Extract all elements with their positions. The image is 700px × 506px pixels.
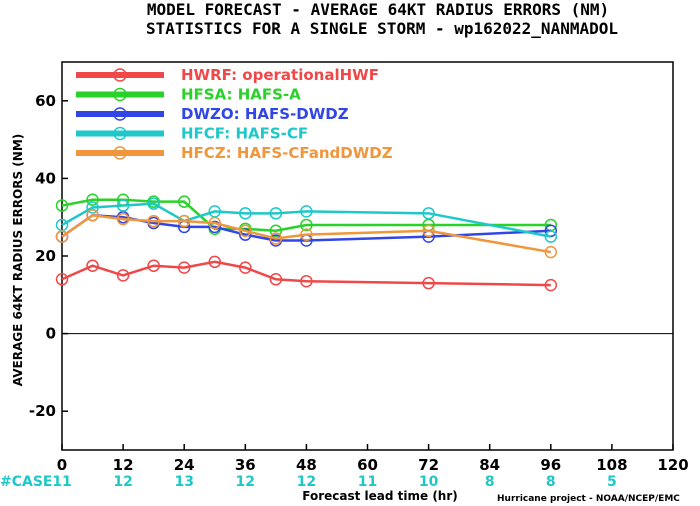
case-count: 11 bbox=[358, 474, 377, 490]
data-point bbox=[300, 205, 313, 218]
data-point bbox=[208, 220, 221, 234]
data-point bbox=[300, 274, 313, 288]
data-point bbox=[147, 214, 160, 228]
case-count: 13 bbox=[174, 474, 193, 490]
data-point bbox=[177, 195, 191, 208]
case-count: 12 bbox=[236, 474, 255, 490]
chart-title-line1: MODEL FORECAST - AVERAGE 64KT RADIUS ERR… bbox=[147, 0, 609, 19]
series-line bbox=[61, 202, 552, 238]
x-tick-label: 108 bbox=[596, 456, 627, 474]
x-tick-label: 84 bbox=[479, 456, 500, 474]
x-tick-label: 36 bbox=[235, 456, 256, 474]
case-count: 12 bbox=[113, 474, 132, 490]
data-point bbox=[422, 276, 435, 290]
y-tick-label: 0 bbox=[46, 325, 56, 343]
x-tick-label: 60 bbox=[357, 456, 378, 474]
case-count: 10 bbox=[419, 474, 439, 490]
case-count: 11 bbox=[52, 474, 71, 490]
data-point bbox=[147, 259, 160, 272]
series-line bbox=[61, 213, 551, 242]
data-point bbox=[422, 207, 435, 220]
y-tick-label: 20 bbox=[35, 247, 56, 265]
data-point bbox=[239, 207, 252, 220]
legend-marker bbox=[113, 107, 127, 121]
data-point bbox=[544, 230, 558, 243]
x-tick-label: 120 bbox=[657, 456, 688, 474]
x-axis-label: Forecast lead time (hr) bbox=[302, 489, 458, 503]
data-point bbox=[86, 201, 99, 214]
data-point bbox=[422, 224, 435, 238]
case-count: 8 bbox=[485, 474, 495, 490]
data-point bbox=[116, 199, 130, 212]
data-point bbox=[208, 255, 221, 269]
data-point bbox=[86, 209, 99, 222]
data-point bbox=[544, 245, 558, 259]
y-axis-label: AVERAGE 64KT RADIUS ERRORS (NM) bbox=[11, 134, 25, 386]
data-point bbox=[55, 230, 69, 243]
x-tick-label: 96 bbox=[540, 456, 561, 474]
legend-marker bbox=[113, 87, 127, 102]
plot-frame bbox=[61, 61, 674, 451]
data-point bbox=[269, 224, 283, 238]
case-count: 5 bbox=[607, 474, 617, 490]
data-point bbox=[269, 207, 283, 220]
case-label: #CASE bbox=[0, 474, 53, 490]
y-tick-label: 60 bbox=[35, 92, 56, 110]
x-tick-label: 0 bbox=[57, 456, 67, 474]
data-point bbox=[300, 218, 313, 232]
data-point bbox=[55, 199, 69, 212]
data-point bbox=[300, 228, 313, 241]
series-line bbox=[61, 213, 552, 254]
data-point bbox=[55, 273, 69, 286]
legend-label: HFCZ: HAFS-CFandDWDZ bbox=[181, 144, 393, 162]
y-tick-label: -20 bbox=[29, 402, 56, 420]
x-tick-label: 24 bbox=[174, 456, 195, 474]
data-point bbox=[147, 197, 160, 210]
data-point bbox=[177, 261, 191, 274]
series-layer bbox=[55, 193, 558, 292]
data-point bbox=[239, 261, 252, 274]
data-point bbox=[208, 216, 221, 230]
credit-text: Hurricane project - NOAA/NCEP/EMC bbox=[497, 494, 680, 504]
data-point bbox=[116, 212, 130, 226]
data-point bbox=[269, 232, 283, 245]
case-count: 12 bbox=[297, 474, 316, 490]
x-tick-label: 48 bbox=[296, 456, 317, 474]
series-line bbox=[61, 260, 551, 287]
data-point bbox=[544, 278, 558, 292]
legend-marker bbox=[113, 146, 127, 160]
legend-label: DWZO: HAFS-DWDZ bbox=[181, 105, 349, 123]
data-point bbox=[86, 259, 99, 272]
legend-label: HFCF: HAFS-CF bbox=[181, 125, 308, 143]
case-count: 8 bbox=[546, 474, 556, 490]
legend-marker bbox=[113, 68, 127, 82]
data-point bbox=[177, 214, 191, 228]
legend-marker bbox=[113, 126, 127, 141]
data-point bbox=[269, 273, 283, 286]
x-tick-label: 12 bbox=[113, 456, 134, 474]
data-point bbox=[116, 269, 130, 282]
data-point bbox=[239, 224, 252, 238]
chart-title-line2: STATISTICS FOR A SINGLE STORM - wp162022… bbox=[146, 19, 618, 38]
x-tick-label: 72 bbox=[418, 456, 439, 474]
data-point bbox=[239, 228, 252, 241]
data-point bbox=[86, 193, 99, 206]
legend-label: HFSA: HAFS-A bbox=[181, 86, 301, 104]
y-tick-label: 40 bbox=[35, 169, 56, 187]
legend-label: HWRF: operationalHWF bbox=[181, 66, 379, 84]
